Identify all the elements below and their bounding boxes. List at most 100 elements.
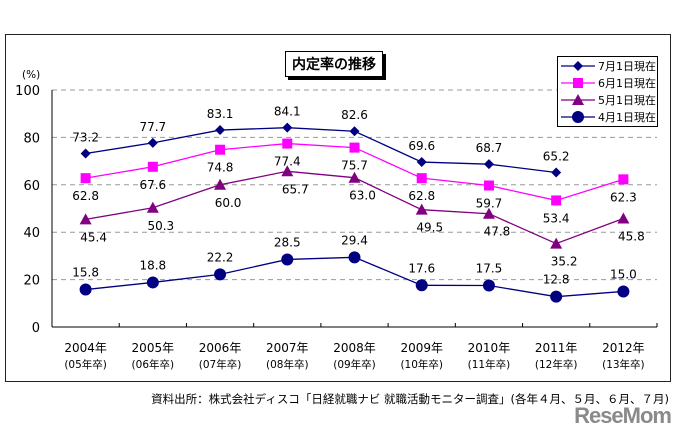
data-label: 83.1	[207, 107, 234, 121]
x-tick-sublabel: (13年卒)	[602, 358, 645, 371]
legend-swatch	[561, 110, 595, 123]
data-label: 47.8	[484, 225, 511, 239]
x-tick-sublabel: (11年卒)	[468, 358, 511, 371]
data-point	[483, 159, 494, 170]
data-point	[483, 180, 494, 191]
data-label: 18.8	[139, 258, 166, 272]
data-label: 17.6	[408, 261, 435, 275]
data-label: 12.8	[543, 273, 570, 287]
data-point	[415, 279, 428, 292]
x-tick-label: 2009年	[400, 341, 443, 355]
data-point	[215, 125, 226, 136]
y-tick-label: 0	[32, 321, 40, 336]
data-label: 73.2	[72, 131, 99, 145]
data-point	[214, 268, 227, 281]
data-label: 28.5	[274, 235, 301, 249]
legend-item: 7月1日現在	[558, 57, 657, 74]
x-tick-label: 2011年	[535, 341, 578, 355]
legend-swatch	[561, 93, 595, 105]
y-axis-label: (%)	[22, 69, 40, 81]
x-tick-sublabel: (08年卒)	[266, 358, 309, 371]
data-label: 17.5	[476, 262, 503, 276]
data-label: 77.4	[274, 155, 301, 169]
legend-item: 6月1日現在	[558, 74, 657, 91]
data-label: 69.6	[408, 139, 435, 153]
data-point	[348, 171, 361, 183]
watermark-logo: ReseMom	[574, 403, 672, 428]
data-label: 15.0	[610, 267, 637, 281]
y-tick-label: 40	[23, 226, 40, 241]
x-tick-sublabel: (07年卒)	[199, 358, 242, 371]
data-label: 49.5	[416, 221, 443, 235]
series-square: 62.8 67.6 74.8 77.4 75.7 62.8 59.7 53.4 62.3	[72, 138, 637, 225]
legend-label: 7月1日現在	[598, 59, 656, 73]
data-point	[214, 178, 227, 190]
data-label: 75.7	[341, 159, 368, 173]
data-label: 60.0	[215, 196, 242, 210]
legend-item: 4月1日現在	[558, 108, 657, 125]
chart-frame	[5, 34, 671, 382]
x-tick-label: 2005年	[132, 341, 175, 355]
data-label: 62.3	[610, 190, 637, 204]
x-tick-label: 2008年	[333, 341, 376, 355]
data-point	[415, 203, 428, 215]
x-tick-sublabel: (05年卒)	[64, 358, 107, 371]
data-label: 59.7	[476, 197, 503, 211]
data-point	[618, 174, 629, 185]
data-point	[79, 283, 92, 296]
data-point	[282, 122, 293, 133]
data-point	[282, 138, 293, 149]
series-circle: 15.8 18.8 22.2 28.5 29.4 17.6 17.5 12.8 15.0	[72, 233, 637, 303]
legend-label: 5月1日現在	[598, 93, 656, 107]
data-label: 67.6	[139, 178, 166, 192]
data-point	[79, 213, 92, 225]
legend-label: 6月1日現在	[598, 76, 656, 90]
x-tick-sublabel: (10年卒)	[400, 358, 443, 371]
legend-marker	[572, 93, 584, 105]
data-label: 50.3	[147, 219, 174, 233]
data-label: 65.2	[543, 149, 570, 163]
data-label: 45.8	[618, 229, 645, 243]
source-note: 資料出所：株式会社ディスコ「日経就職ナビ 就職活動モニター調査」(各年４月、５月…	[151, 392, 669, 406]
data-label: 65.7	[282, 182, 309, 196]
data-point	[551, 167, 562, 178]
legend-item: 5月1日現在	[558, 91, 657, 108]
data-point	[551, 195, 562, 206]
data-point	[80, 173, 91, 184]
legend-marker	[573, 77, 583, 88]
data-label: 45.4	[80, 230, 107, 244]
data-label: 82.6	[341, 108, 368, 122]
data-label: 63.0	[349, 189, 376, 203]
legend: 7月1日現在 6月1日現在 5月1日現在 4月1日現在	[557, 56, 658, 127]
data-label: 53.4	[543, 211, 570, 225]
x-tick-sublabel: (09年卒)	[333, 358, 376, 371]
data-point	[617, 285, 630, 298]
data-point	[146, 201, 159, 213]
y-tick-label: 60	[23, 179, 40, 194]
data-point	[281, 253, 294, 266]
x-tick-label: 2010年	[468, 341, 511, 355]
data-point	[348, 251, 361, 264]
data-label: 74.8	[207, 161, 234, 175]
chart-title: 内定率の推移	[285, 51, 383, 77]
series-triangle: 45.4 50.3 60.0 65.7 63.0 49.5 47.8 35.2 45.8	[79, 165, 645, 269]
data-point	[349, 142, 360, 153]
data-point	[550, 237, 563, 249]
x-tick-sublabel: (12年卒)	[535, 358, 578, 371]
data-label: 29.4	[341, 233, 368, 247]
legend-marker	[572, 110, 584, 123]
data-point	[146, 276, 159, 289]
x-tick-label: 2006年	[199, 341, 242, 355]
data-point	[281, 165, 294, 177]
data-label: 15.8	[72, 266, 99, 280]
y-tick-label: 100	[15, 84, 40, 99]
data-label: 68.7	[476, 141, 503, 155]
series-diamond: 73.2 77.7 83.1 84.1 82.6 69.6 68.7 65.2	[72, 105, 570, 178]
x-tick-label: 2004年	[64, 341, 107, 355]
series-line	[85, 127, 557, 174]
data-label: 35.2	[551, 255, 578, 269]
data-point	[349, 126, 360, 137]
data-point	[147, 137, 158, 148]
x-tick-label: 2007年	[266, 341, 309, 355]
